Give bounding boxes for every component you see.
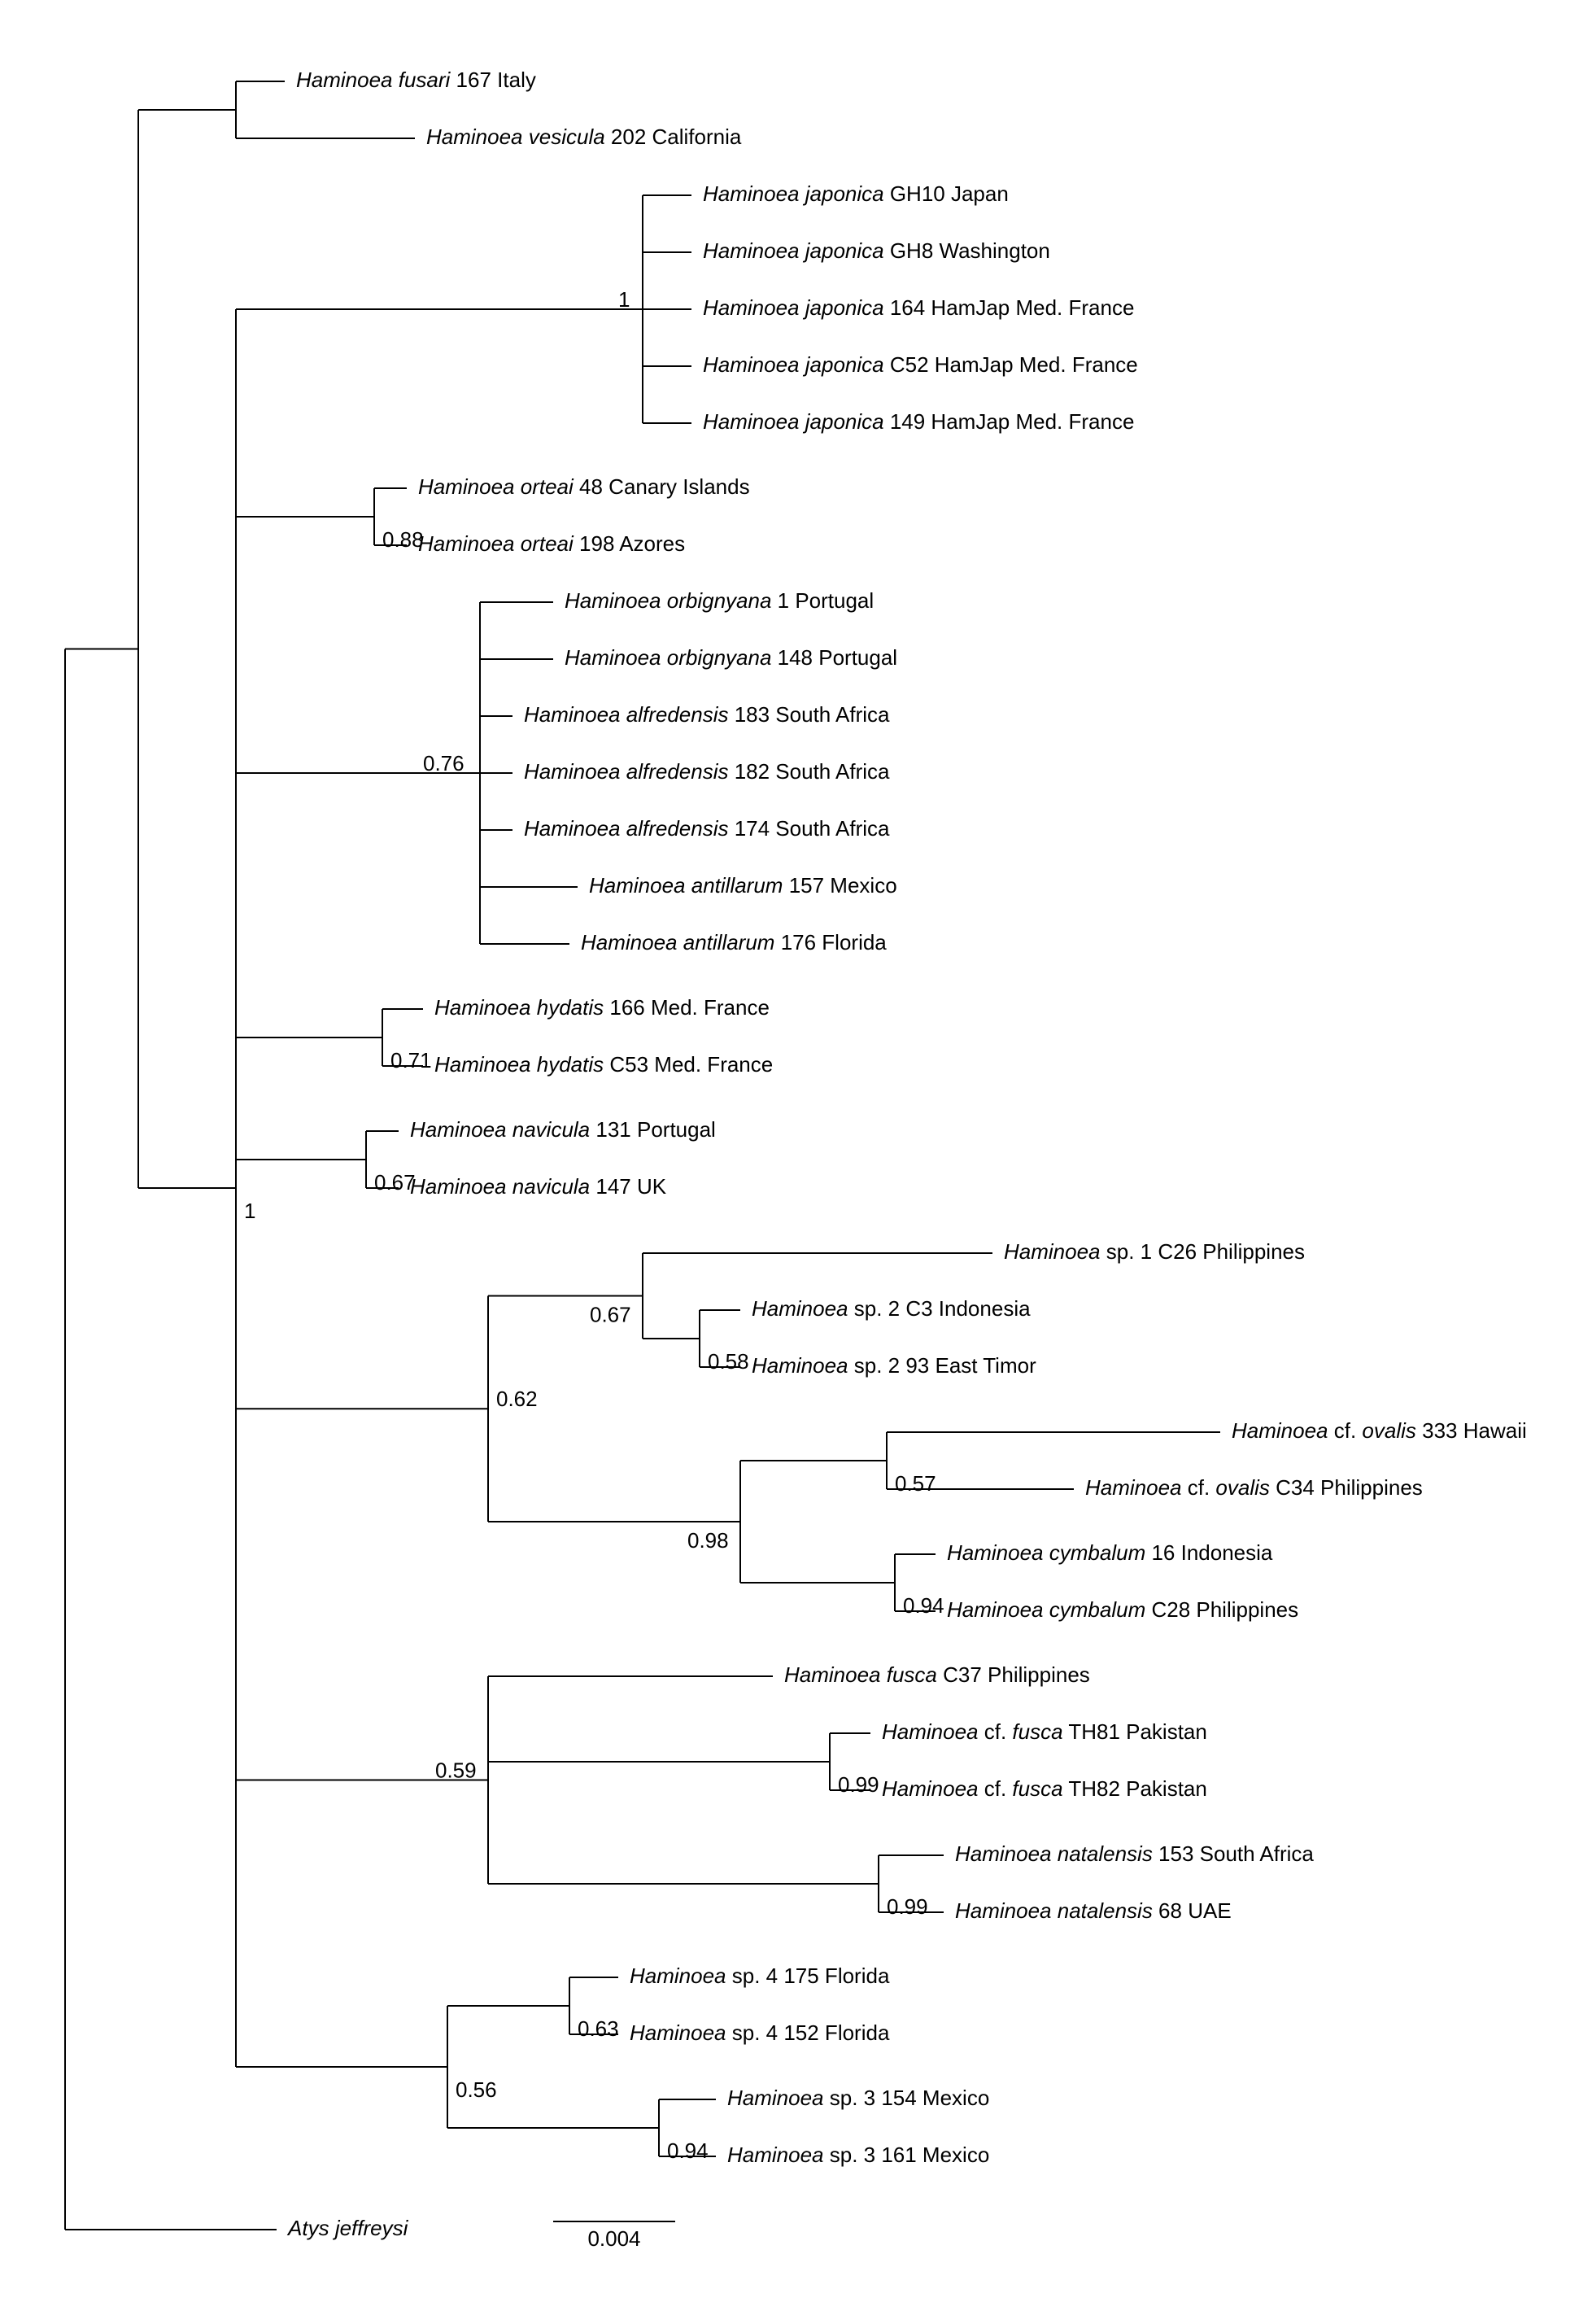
tip-label: Haminoea cymbalum C28 Philippines [947, 1597, 1298, 1622]
tip-label: Haminoea natalensis 153 South Africa [955, 1841, 1314, 1866]
support-value: 0.67 [590, 1302, 631, 1326]
support-value: 0.59 [435, 1758, 477, 1782]
tip-label: Haminoea fusca C37 Philippines [784, 1662, 1090, 1687]
tip-label: Haminoea japonica GH8 Washington [703, 238, 1050, 263]
tip-label: Haminoea orbignyana 1 Portugal [565, 588, 874, 613]
tip-label: Haminoea vesicula 202 California [426, 124, 742, 149]
tip-label: Haminoea japonica 164 HamJap Med. France [703, 295, 1134, 320]
tip-label: Haminoea cf. fusca TH81 Pakistan [882, 1719, 1207, 1744]
tip-label: Haminoea hydatis 166 Med. France [434, 995, 770, 1020]
support-value: 0.57 [895, 1471, 936, 1496]
tip-label: Haminoea alfredensis 174 South Africa [524, 816, 890, 841]
tip-label: Haminoea cymbalum 16 Indonesia [947, 1540, 1273, 1565]
tip-label: Haminoea alfredensis 182 South Africa [524, 759, 890, 784]
tip-label: Haminoea navicula 131 Portugal [410, 1117, 716, 1142]
support-value: 0.56 [456, 2077, 497, 2102]
tip-label: Atys jeffreysi [286, 2216, 409, 2240]
tip-label: Haminoea cf. fusca TH82 Pakistan [882, 1776, 1207, 1801]
tip-label: Haminoea navicula 147 UK [410, 1174, 667, 1199]
support-value: 0.71 [390, 1048, 432, 1072]
support-value: 0.76 [423, 751, 465, 775]
support-value: 1 [618, 287, 630, 312]
tip-label: Haminoea orteai 48 Canary Islands [418, 474, 750, 499]
support-value: 0.99 [887, 1894, 928, 1919]
tip-label: Haminoea sp. 3 161 Mexico [727, 2143, 989, 2167]
tip-label: Haminoea fusari 167 Italy [296, 68, 536, 92]
support-value: 0.94 [903, 1593, 944, 1618]
support-value: 0.98 [687, 1528, 729, 1553]
tip-label: Haminoea japonica C52 HamJap Med. France [703, 352, 1138, 377]
tip-label: Haminoea cf. ovalis C34 Philippines [1085, 1475, 1423, 1500]
scale-bar-label: 0.004 [587, 2226, 640, 2251]
tip-label: Haminoea sp. 4 152 Florida [630, 2020, 890, 2045]
tip-label: Haminoea sp. 3 154 Mexico [727, 2086, 989, 2110]
support-value: 1 [244, 1199, 255, 1223]
support-value: 0.62 [496, 1387, 538, 1411]
support-value: 0.99 [838, 1772, 879, 1797]
tip-label: Haminoea orteai 198 Azores [418, 531, 685, 556]
tip-label: Haminoea natalensis 68 UAE [955, 1898, 1232, 1923]
tip-label: Haminoea cf. ovalis 333 Hawaii [1232, 1418, 1527, 1443]
tip-label: Haminoea alfredensis 183 South Africa [524, 702, 890, 727]
tip-label: Haminoea antillarum 157 Mexico [589, 873, 897, 898]
tip-label: Haminoea antillarum 176 Florida [581, 930, 887, 954]
tip-label: Haminoea orbignyana 148 Portugal [565, 645, 897, 670]
support-value: 0.58 [708, 1349, 749, 1374]
tip-label: Haminoea japonica GH10 Japan [703, 181, 1009, 206]
tip-label: Haminoea sp. 2 C3 Indonesia [752, 1296, 1031, 1321]
tip-label: Haminoea sp. 4 175 Florida [630, 1964, 890, 1988]
phylogenetic-tree: 10.880.760.710.670.580.670.570.940.980.6… [33, 33, 1592, 2291]
support-value: 0.63 [578, 2016, 619, 2041]
support-value: 0.94 [667, 2138, 709, 2163]
tip-label: Haminoea hydatis C53 Med. France [434, 1052, 773, 1077]
tip-label: Haminoea japonica 149 HamJap Med. France [703, 409, 1134, 434]
tip-label: Haminoea sp. 1 C26 Philippines [1004, 1239, 1305, 1264]
tip-label: Haminoea sp. 2 93 East Timor [752, 1353, 1036, 1378]
